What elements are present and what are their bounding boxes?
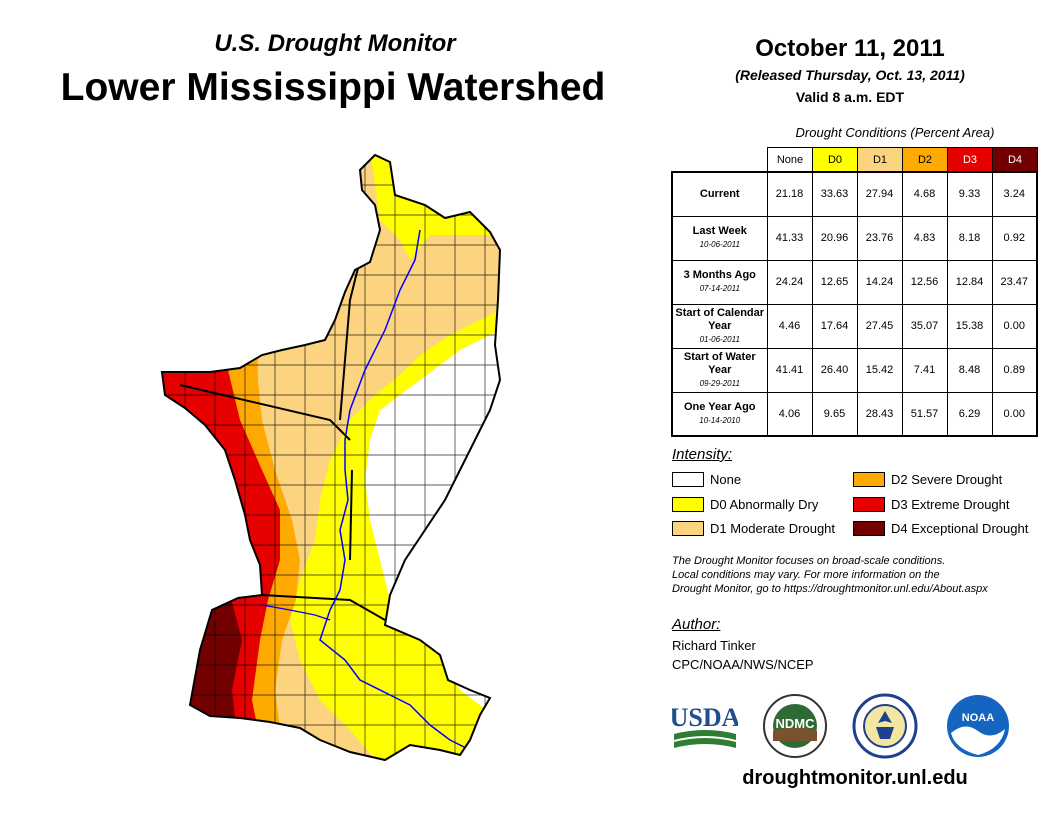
cell-d0: 12.65 — [811, 259, 858, 305]
ndmc-logo: NDMC — [763, 694, 827, 758]
row-label: 3 Months Ago 07-14-2011 — [671, 259, 768, 305]
cell-d1: 15.42 — [856, 347, 903, 393]
col-d0: D0 — [812, 147, 858, 172]
legend-label-none: None — [710, 472, 742, 487]
cell-d3: 12.84 — [946, 259, 993, 305]
cell-d3: 6.29 — [946, 391, 993, 437]
col-none: None — [767, 147, 813, 172]
website-url[interactable]: droughtmonitor.unl.edu — [742, 767, 968, 789]
mississippi-river — [319, 229, 471, 751]
cell-none: 4.06 — [766, 391, 813, 437]
valid-time: Valid 8 a.m. EDT — [795, 89, 905, 105]
author-name: Richard Tinker — [672, 638, 756, 653]
table-row: Current 21.18 33.63 27.94 4.68 9.33 3.24 — [671, 171, 1038, 217]
cell-d1: 23.76 — [856, 215, 903, 261]
cell-none: 41.33 — [766, 215, 813, 261]
col-d4: D4 — [992, 147, 1038, 172]
cell-d3: 8.18 — [946, 215, 993, 261]
cell-d0: 33.63 — [811, 171, 858, 217]
table-row: 3 Months Ago 07-14-2011 24.24 12.65 14.24… — [671, 259, 1038, 305]
usda-logo: USDA — [672, 703, 738, 748]
table-row: Start of Calendar Year 01-06-2011 4.46 17… — [671, 303, 1038, 349]
watershed-outline — [160, 153, 502, 762]
cell-d2: 7.41 — [901, 347, 948, 393]
legend-label-d0: D0 Abnormally Dry — [710, 497, 819, 512]
cell-none: 21.18 — [766, 171, 813, 217]
release-date: (Released Thursday, Oct. 13, 2011) — [735, 67, 965, 83]
row-label: Start of Water Year 09-29-2011 — [671, 347, 768, 393]
cell-d0: 20.96 — [811, 215, 858, 261]
drought-table: Current 21.18 33.63 27.94 4.68 9.33 3.24… — [671, 171, 1038, 437]
note-line: Drought Monitor, go to https://droughtmo… — [672, 583, 988, 595]
cell-d3: 8.48 — [946, 347, 993, 393]
legend-label-d2: D2 Severe Drought — [891, 472, 1003, 487]
svg-text:NDMC: NDMC — [776, 716, 816, 731]
note-line: The Drought Monitor focuses on broad-sca… — [672, 555, 946, 567]
legend-swatch-d2 — [853, 472, 885, 487]
cell-d2: 4.83 — [901, 215, 948, 261]
cell-d4: 3.24 — [991, 171, 1038, 217]
legend-label-d4: D4 Exceptional Drought — [891, 521, 1029, 536]
cell-none: 41.41 — [766, 347, 813, 393]
legend-title: Intensity: — [672, 446, 733, 463]
disclaimer-note: The Drought Monitor focuses on broad-sca… — [672, 554, 1042, 596]
cell-d2: 12.56 — [901, 259, 948, 305]
legend-swatch-none — [672, 472, 704, 487]
author-title: Author: — [672, 616, 721, 633]
cell-d2: 4.68 — [901, 171, 948, 217]
red-river — [261, 604, 331, 621]
table-row: One Year Ago 10-14-2010 4.06 9.65 28.43 5… — [671, 391, 1038, 437]
valid-date: October 11, 2011 — [755, 35, 945, 62]
cell-d0: 26.40 — [811, 347, 858, 393]
cell-d1: 27.94 — [856, 171, 903, 217]
svg-text:USDA: USDA — [672, 703, 738, 732]
table-header: None D0 D1 D2 D3 D4 — [767, 147, 1038, 172]
col-d2: D2 — [902, 147, 948, 172]
cell-d0: 9.65 — [811, 391, 858, 437]
table-row: Last Week 10-06-2011 41.33 20.96 23.76 4.… — [671, 215, 1038, 261]
table-caption: Drought Conditions (Percent Area) — [795, 125, 995, 140]
legend-label-d3: D3 Extreme Drought — [891, 497, 1010, 512]
cell-d2: 51.57 — [901, 391, 948, 437]
cell-d4: 0.89 — [991, 347, 1038, 393]
map-title: Lower Mississippi Watershed — [60, 66, 606, 109]
cell-d4: 0.92 — [991, 215, 1038, 261]
legend-swatch-d1 — [672, 521, 704, 536]
map-subtitle: U.S. Drought Monitor — [214, 30, 456, 57]
row-label: One Year Ago 10-14-2010 — [671, 391, 768, 437]
svg-text:NOAA: NOAA — [962, 712, 994, 724]
row-label: Current — [671, 171, 768, 217]
doc-seal-logo — [852, 693, 918, 759]
legend-label-d1: D1 Moderate Drought — [710, 521, 836, 536]
cell-d4: 23.47 — [991, 259, 1038, 305]
author-org: CPC/NOAA/NWS/NCEP — [672, 657, 814, 672]
col-d1: D1 — [857, 147, 903, 172]
row-label: Last Week 10-06-2011 — [671, 215, 768, 261]
cell-d2: 35.07 — [901, 303, 948, 349]
table-row: Start of Water Year 09-29-2011 41.41 26.4… — [671, 347, 1038, 393]
noaa-logo: NOAA — [947, 695, 1009, 757]
drought-zones — [162, 155, 500, 760]
cell-d1: 27.45 — [856, 303, 903, 349]
drought-map — [160, 153, 502, 762]
col-d3: D3 — [947, 147, 993, 172]
cell-d0: 17.64 — [811, 303, 858, 349]
cell-d4: 0.00 — [991, 303, 1038, 349]
legend-swatch-d0 — [672, 497, 704, 512]
row-label: Start of Calendar Year 01-06-2011 — [671, 303, 768, 349]
cell-d3: 15.38 — [946, 303, 993, 349]
legend-swatch-d4 — [853, 521, 885, 536]
cell-none: 4.46 — [766, 303, 813, 349]
cell-d3: 9.33 — [946, 171, 993, 217]
cell-d1: 14.24 — [856, 259, 903, 305]
note-line: Local conditions may vary. For more info… — [672, 569, 940, 581]
cell-d1: 28.43 — [856, 391, 903, 437]
cell-d4: 0.00 — [991, 391, 1038, 437]
cell-none: 24.24 — [766, 259, 813, 305]
legend-swatch-d3 — [853, 497, 885, 512]
